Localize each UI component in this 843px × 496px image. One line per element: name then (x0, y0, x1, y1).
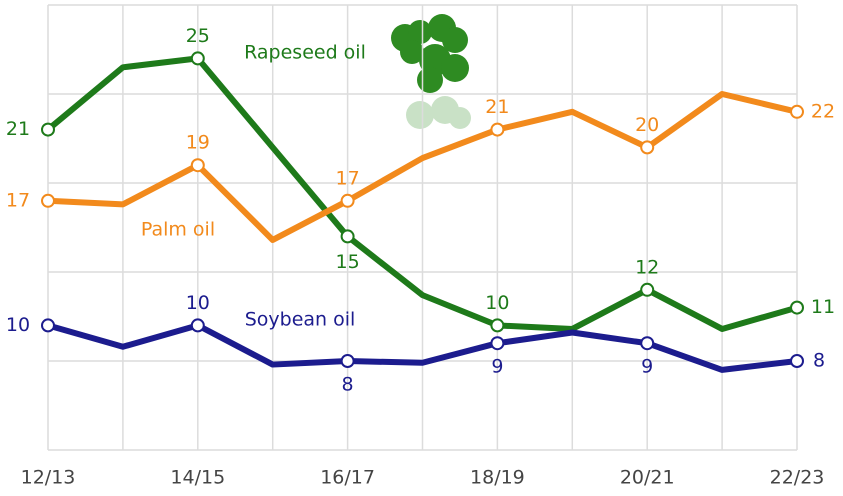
x-tick-label: 18/19 (470, 467, 525, 489)
data-label: 9 (491, 356, 503, 378)
data-point (641, 141, 653, 153)
data-point (42, 124, 54, 136)
data-point (42, 195, 54, 207)
series-label: Palm oil (141, 219, 215, 241)
data-label: 25 (186, 25, 210, 47)
data-label: 12 (635, 256, 659, 278)
data-point (491, 124, 503, 136)
data-point (791, 302, 803, 314)
x-tick-label: 22/23 (770, 467, 825, 489)
data-label: 8 (813, 350, 825, 372)
data-point (791, 355, 803, 367)
data-label: 22 (811, 100, 835, 122)
x-tick-label: 12/13 (21, 467, 76, 489)
clover-icon (391, 14, 471, 129)
data-label: 19 (186, 132, 210, 154)
data-point (192, 52, 204, 64)
series-label: Soybean oil (245, 309, 356, 331)
data-label: 21 (485, 96, 509, 118)
data-point (342, 355, 354, 367)
data-label: 10 (6, 314, 30, 336)
data-point (791, 106, 803, 118)
data-label: 10 (186, 292, 210, 314)
data-point (42, 319, 54, 331)
x-tick-label: 14/15 (170, 467, 225, 489)
data-point (641, 337, 653, 349)
series-label: Rapeseed oil (244, 42, 366, 64)
data-point (491, 337, 503, 349)
data-point (342, 195, 354, 207)
data-point (342, 230, 354, 242)
x-tick-label: 16/17 (320, 467, 375, 489)
chart: 12/13 14/15 16/17 18/19 20/21 22/23 21 25 15 10 12… (0, 0, 843, 492)
data-label: 8 (342, 374, 354, 396)
data-label: 15 (336, 251, 360, 273)
data-label: 17 (6, 189, 30, 211)
data-point (641, 284, 653, 296)
data-label: 9 (641, 356, 653, 378)
data-label: 11 (811, 296, 835, 318)
x-tick-label: 20/21 (620, 467, 675, 489)
data-label: 20 (635, 114, 659, 136)
data-label: 21 (6, 118, 30, 140)
data-label: 17 (336, 167, 360, 189)
data-point (192, 319, 204, 331)
data-point (192, 159, 204, 171)
data-point (491, 319, 503, 331)
data-label: 10 (485, 292, 509, 314)
